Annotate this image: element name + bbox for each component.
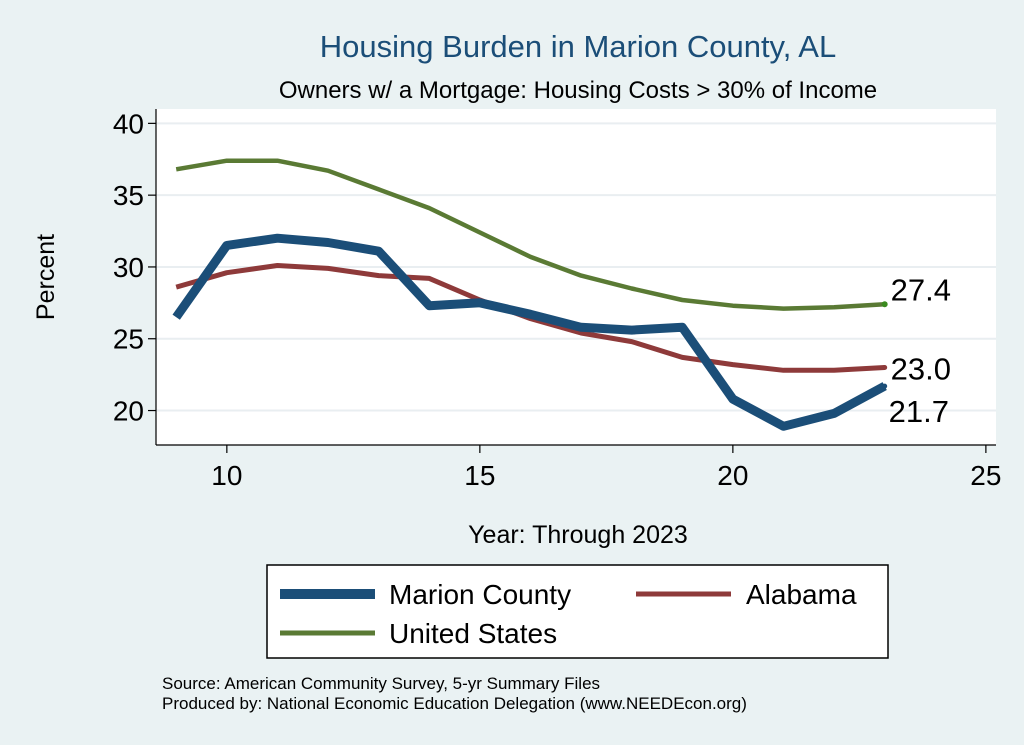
x-tick-label: 25 — [970, 460, 1001, 491]
x-tick-label: 15 — [464, 460, 495, 491]
legend-label-marion-county: Marion County — [389, 579, 571, 610]
y-tick-label: 35 — [113, 180, 144, 211]
x-axis-label: Year: Through 2023 — [468, 521, 688, 549]
series-layer — [172, 158, 888, 431]
series-end-marker — [882, 364, 888, 370]
series-end-marker — [881, 301, 888, 308]
y-axis-label: Percent — [32, 234, 60, 320]
end-label-united-states: 27.4 — [891, 272, 951, 307]
end-labels: 21.7 23.0 27.4 — [889, 272, 951, 429]
y-tick-label: 20 — [113, 396, 144, 427]
x-tick-label: 10 — [211, 460, 242, 491]
y-tick-label: 25 — [113, 324, 144, 355]
axes: 20 25 30 35 40 10 15 20 25 — [113, 108, 1002, 491]
grid-lines — [156, 122, 996, 412]
end-label-alabama: 23.0 — [891, 351, 951, 386]
legend-label-alabama: Alabama — [746, 579, 857, 610]
series-line-united-states — [175, 158, 885, 311]
y-tick-label: 30 — [113, 252, 144, 283]
y-tick-label: 40 — [113, 108, 144, 139]
legend: Marion County Alabama United States — [266, 564, 889, 659]
series-line-marion-county — [172, 233, 887, 431]
legend-label-united-states: United States — [389, 618, 557, 649]
series-end-marker — [882, 383, 888, 389]
x-tick-label: 20 — [717, 460, 748, 491]
source-line-1: Source: American Community Survey, 5-yr … — [162, 674, 600, 693]
chart-subtitle: Owners w/ a Mortgage: Housing Costs > 30… — [279, 77, 877, 104]
end-label-marion-county: 21.7 — [889, 394, 949, 429]
source-line-2: Produced by: National Economic Education… — [162, 694, 747, 713]
legend-box — [266, 564, 889, 659]
chart-title: Housing Burden in Marion County, AL — [320, 29, 836, 64]
